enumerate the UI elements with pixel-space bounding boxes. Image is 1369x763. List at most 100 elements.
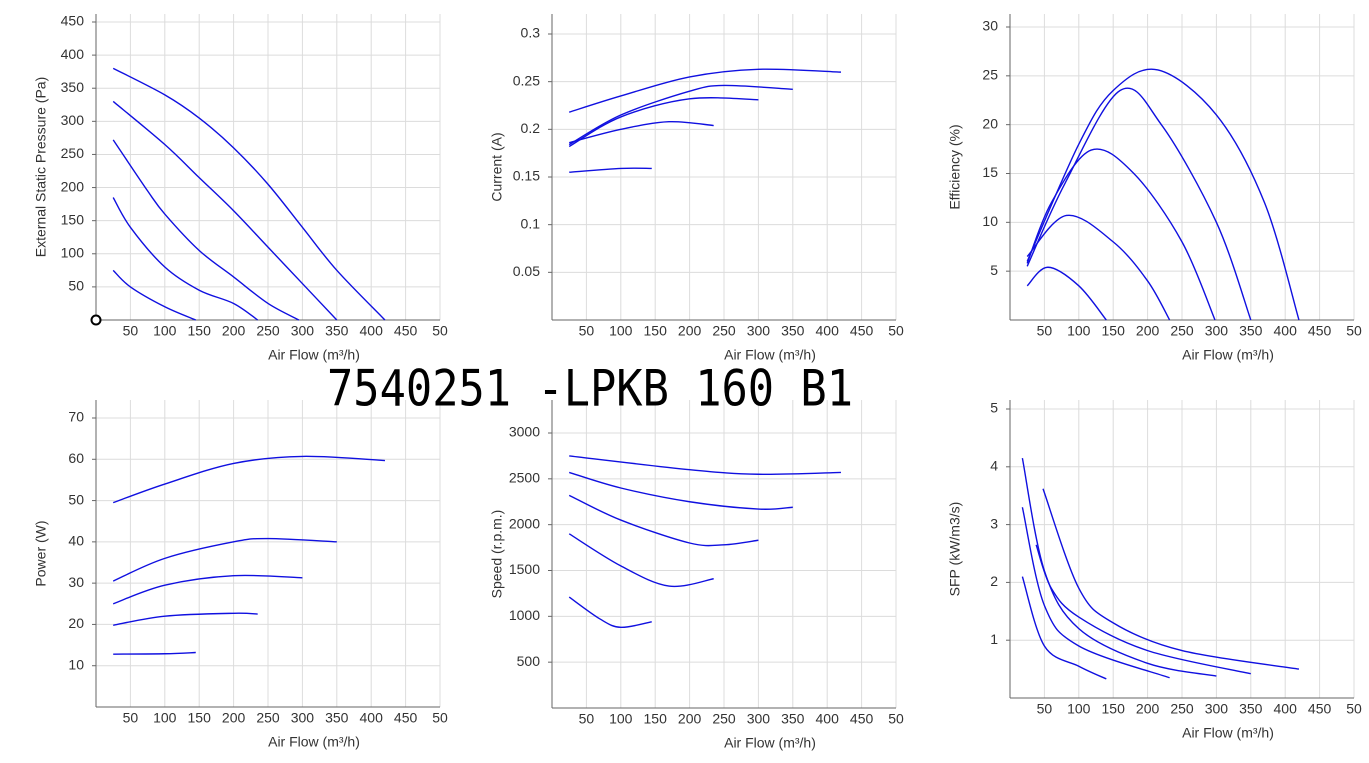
x-tick-label: 200 (678, 711, 702, 727)
chart-panel: 50 100 150 200 250 300 350 400 450 50 10 20 30 40 50 60… (33, 400, 448, 750)
x-tick-label: 300 (747, 711, 771, 727)
curve (1026, 148, 1216, 321)
y-tick-label: 200 (61, 178, 85, 194)
x-tick-label: 400 (360, 710, 384, 726)
curve (568, 84, 793, 146)
y-tick-label: 2 (990, 573, 998, 589)
y-tick-label: 350 (61, 79, 85, 95)
y-tick-label: 15 (982, 164, 998, 180)
y-tick-label: 5 (990, 262, 998, 278)
curve (112, 574, 303, 605)
y-tick-label: 0.25 (513, 72, 540, 88)
curve (113, 651, 196, 655)
x-axis-label: Air Flow (m³/h) (268, 734, 360, 750)
x-tick-label: 50 (888, 711, 904, 727)
x-tick-label: 450 (850, 711, 874, 727)
y-tick-label: 10 (68, 656, 84, 672)
y-axis-label: Efficiency (%) (947, 124, 963, 209)
x-axis-label: Air Flow (m³/h) (1182, 725, 1274, 741)
x-tick-label: 250 (712, 711, 736, 727)
x-tick-label: 100 (1067, 701, 1091, 717)
x-tick-label: 350 (325, 710, 349, 726)
curve (112, 455, 385, 504)
y-tick-label: 30 (68, 574, 84, 590)
x-tick-label: 50 (888, 323, 904, 339)
y-tick-label: 25 (982, 67, 998, 83)
y-tick-label: 0.15 (513, 168, 540, 184)
x-tick-label: 150 (644, 323, 668, 339)
x-tick-label: 50 (123, 323, 139, 339)
x-axis-label: Air Flow (m³/h) (724, 347, 816, 363)
y-axis-label: Power (W) (33, 520, 49, 586)
curve (568, 494, 759, 547)
curve (112, 67, 386, 321)
chart-panel: 50 100 150 200 250 300 350 400 450 50 500 1000 1500 2… (489, 400, 904, 751)
chart-panel: 50 100 150 200 250 300 350 400 450 50 5 10 15 20 25 30 A… (947, 14, 1362, 363)
curve (112, 537, 337, 582)
x-tick-label: 350 (1239, 323, 1263, 339)
y-tick-label: 100 (61, 244, 85, 260)
y-tick-label: 500 (517, 653, 541, 669)
y-tick-label: 3000 (509, 424, 540, 440)
curve (112, 139, 300, 321)
x-tick-label: 350 (781, 323, 805, 339)
y-tick-label: 30 (982, 18, 998, 34)
x-tick-label: 100 (153, 323, 177, 339)
chart-panel: 50 100 150 200 250 300 350 400 450 50 1 2 3 4 5 Air Flo… (947, 400, 1362, 741)
x-axis-label: Air Flow (m³/h) (724, 735, 816, 751)
y-tick-label: 50 (68, 278, 84, 294)
x-tick-label: 50 (579, 323, 595, 339)
x-tick-label: 150 (1102, 323, 1126, 339)
curve (112, 197, 259, 321)
x-tick-label: 400 (816, 711, 840, 727)
x-tick-label: 400 (816, 323, 840, 339)
y-tick-label: 40 (68, 533, 84, 549)
x-tick-label: 300 (747, 323, 771, 339)
x-tick-label: 250 (1170, 701, 1194, 717)
x-tick-label: 450 (850, 323, 874, 339)
y-tick-label: 70 (68, 409, 84, 425)
x-tick-label: 300 (291, 710, 315, 726)
y-tick-label: 4 (990, 458, 998, 474)
y-tick-label: 150 (61, 211, 85, 227)
x-tick-label: 100 (609, 323, 633, 339)
x-tick-label: 150 (644, 711, 668, 727)
y-tick-label: 2000 (509, 515, 540, 531)
x-tick-label: 50 (579, 711, 595, 727)
x-tick-label: 350 (325, 323, 349, 339)
x-tick-label: 400 (360, 323, 384, 339)
operating-point (90, 314, 102, 326)
y-tick-label: 50 (68, 491, 84, 507)
x-tick-label: 300 (291, 323, 315, 339)
x-tick-label: 50 (1346, 701, 1362, 717)
x-tick-label: 250 (256, 323, 280, 339)
x-tick-label: 200 (222, 710, 246, 726)
page-title: 7540251 -LPKB 160 B1 (327, 360, 853, 418)
x-tick-label: 300 (1205, 701, 1229, 717)
x-tick-label: 50 (123, 710, 139, 726)
x-tick-label: 200 (678, 323, 702, 339)
y-axis-label: Current (A) (489, 132, 505, 201)
x-tick-label: 150 (188, 323, 212, 339)
x-axis-label: Air Flow (m³/h) (1182, 347, 1274, 363)
curve (1026, 68, 1300, 321)
y-tick-label: 400 (61, 46, 85, 62)
y-tick-label: 20 (68, 615, 84, 631)
x-tick-label: 250 (1170, 323, 1194, 339)
x-tick-label: 150 (1102, 701, 1126, 717)
x-tick-label: 350 (1239, 701, 1263, 717)
x-tick-label: 450 (394, 710, 418, 726)
y-tick-label: 1 (990, 631, 998, 647)
curve (1021, 457, 1217, 677)
chart-panel: 50 100 150 200 250 300 350 400 450 50 50 100 150 200 2… (33, 13, 448, 363)
curve (569, 455, 841, 476)
x-tick-label: 100 (1067, 323, 1091, 339)
curve (1021, 576, 1107, 680)
curve (1021, 507, 1170, 679)
y-tick-label: 5 (990, 400, 998, 416)
curve (1026, 87, 1252, 321)
y-tick-label: 3 (990, 515, 998, 531)
x-axis-label: Air Flow (m³/h) (268, 347, 360, 363)
x-tick-label: 400 (1274, 323, 1298, 339)
